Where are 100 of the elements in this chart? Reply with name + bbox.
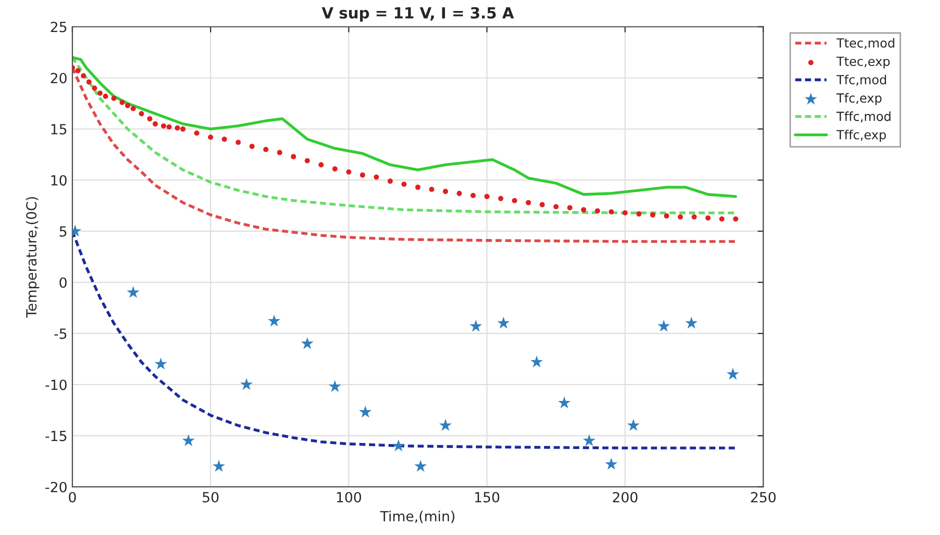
point [442,188,448,194]
point [360,172,366,178]
x-axis-title: Time,(min) [380,510,454,524]
point [658,320,670,332]
point [594,208,600,214]
point [540,202,545,208]
point [222,136,227,142]
point [414,460,427,472]
y-tick-label: 15 [51,124,66,134]
point [636,211,642,216]
point [470,320,482,332]
point [86,79,92,85]
point [650,212,656,218]
point [497,316,510,329]
y-tick-label: -20 [46,482,67,492]
point [160,123,166,129]
point [582,434,596,446]
point [268,314,280,327]
point [154,358,168,370]
legend-label: Tffc,exp [836,130,886,142]
point [526,200,531,206]
point [346,169,352,175]
point [92,86,98,91]
point [80,73,86,78]
point [102,94,108,99]
point [439,418,452,431]
point [685,316,698,329]
point [130,106,136,112]
point [692,214,697,220]
legend-label: Ttec,exp [836,56,890,68]
point [263,146,268,152]
point [726,368,740,380]
point [180,126,186,132]
point [147,116,152,122]
legend-label: Tfc,exp [836,93,882,106]
x-tick-label: 200 [612,492,638,502]
point [194,130,200,136]
point [304,158,310,164]
point [498,196,504,202]
point [664,213,670,218]
point [152,121,158,126]
point [484,194,490,200]
point [605,458,618,470]
y-tick-label: 10 [51,175,67,186]
point [208,134,214,140]
point [705,215,711,221]
point [290,154,296,160]
point [401,182,407,187]
point [212,460,226,472]
point [277,150,282,156]
point [125,102,130,108]
y-tick-label: 20 [50,72,67,84]
point [374,174,379,180]
point [138,111,144,116]
y-tick-label: 0 [60,277,67,288]
point [627,418,640,431]
point [174,125,180,131]
y-tick-label: 25 [50,22,66,32]
chart-title: V sup = 11 V, I = 3.5 A [322,7,514,22]
y-axis-title: Temperature,(0C) [26,197,40,318]
point [608,209,614,214]
point [678,214,683,220]
x-tick-label: 0 [68,492,76,502]
point [719,216,724,222]
point [318,162,324,168]
point [166,124,172,130]
point [249,144,255,149]
x-tick-label: 100 [337,492,362,502]
legend-label: Ttec,mod [836,38,894,49]
point [359,406,372,418]
point [75,68,81,74]
point [622,210,628,216]
point [530,356,543,368]
x-tick-label: 150 [475,492,500,502]
y-tick-label: -10 [46,380,67,390]
point [553,204,559,210]
y-tick-label: -15 [46,430,66,442]
point [392,439,405,452]
point [301,337,314,350]
point [111,96,116,101]
point [456,190,462,196]
point [558,396,571,408]
legend-label: Tffc,mod [836,111,890,122]
point [429,186,434,192]
point [182,434,195,446]
point [581,207,586,212]
point [236,140,241,145]
point [328,380,342,392]
y-tick-label: -5 [54,328,66,339]
x-tick-label: 50 [202,492,218,502]
point [470,192,476,198]
point [240,378,253,390]
point [567,205,572,210]
point [332,166,338,172]
point [512,198,518,204]
y-tick-label: 5 [60,226,66,237]
legend-label: Tfc,mod [836,74,886,86]
point [120,100,125,106]
point [126,286,140,298]
point [733,216,738,222]
